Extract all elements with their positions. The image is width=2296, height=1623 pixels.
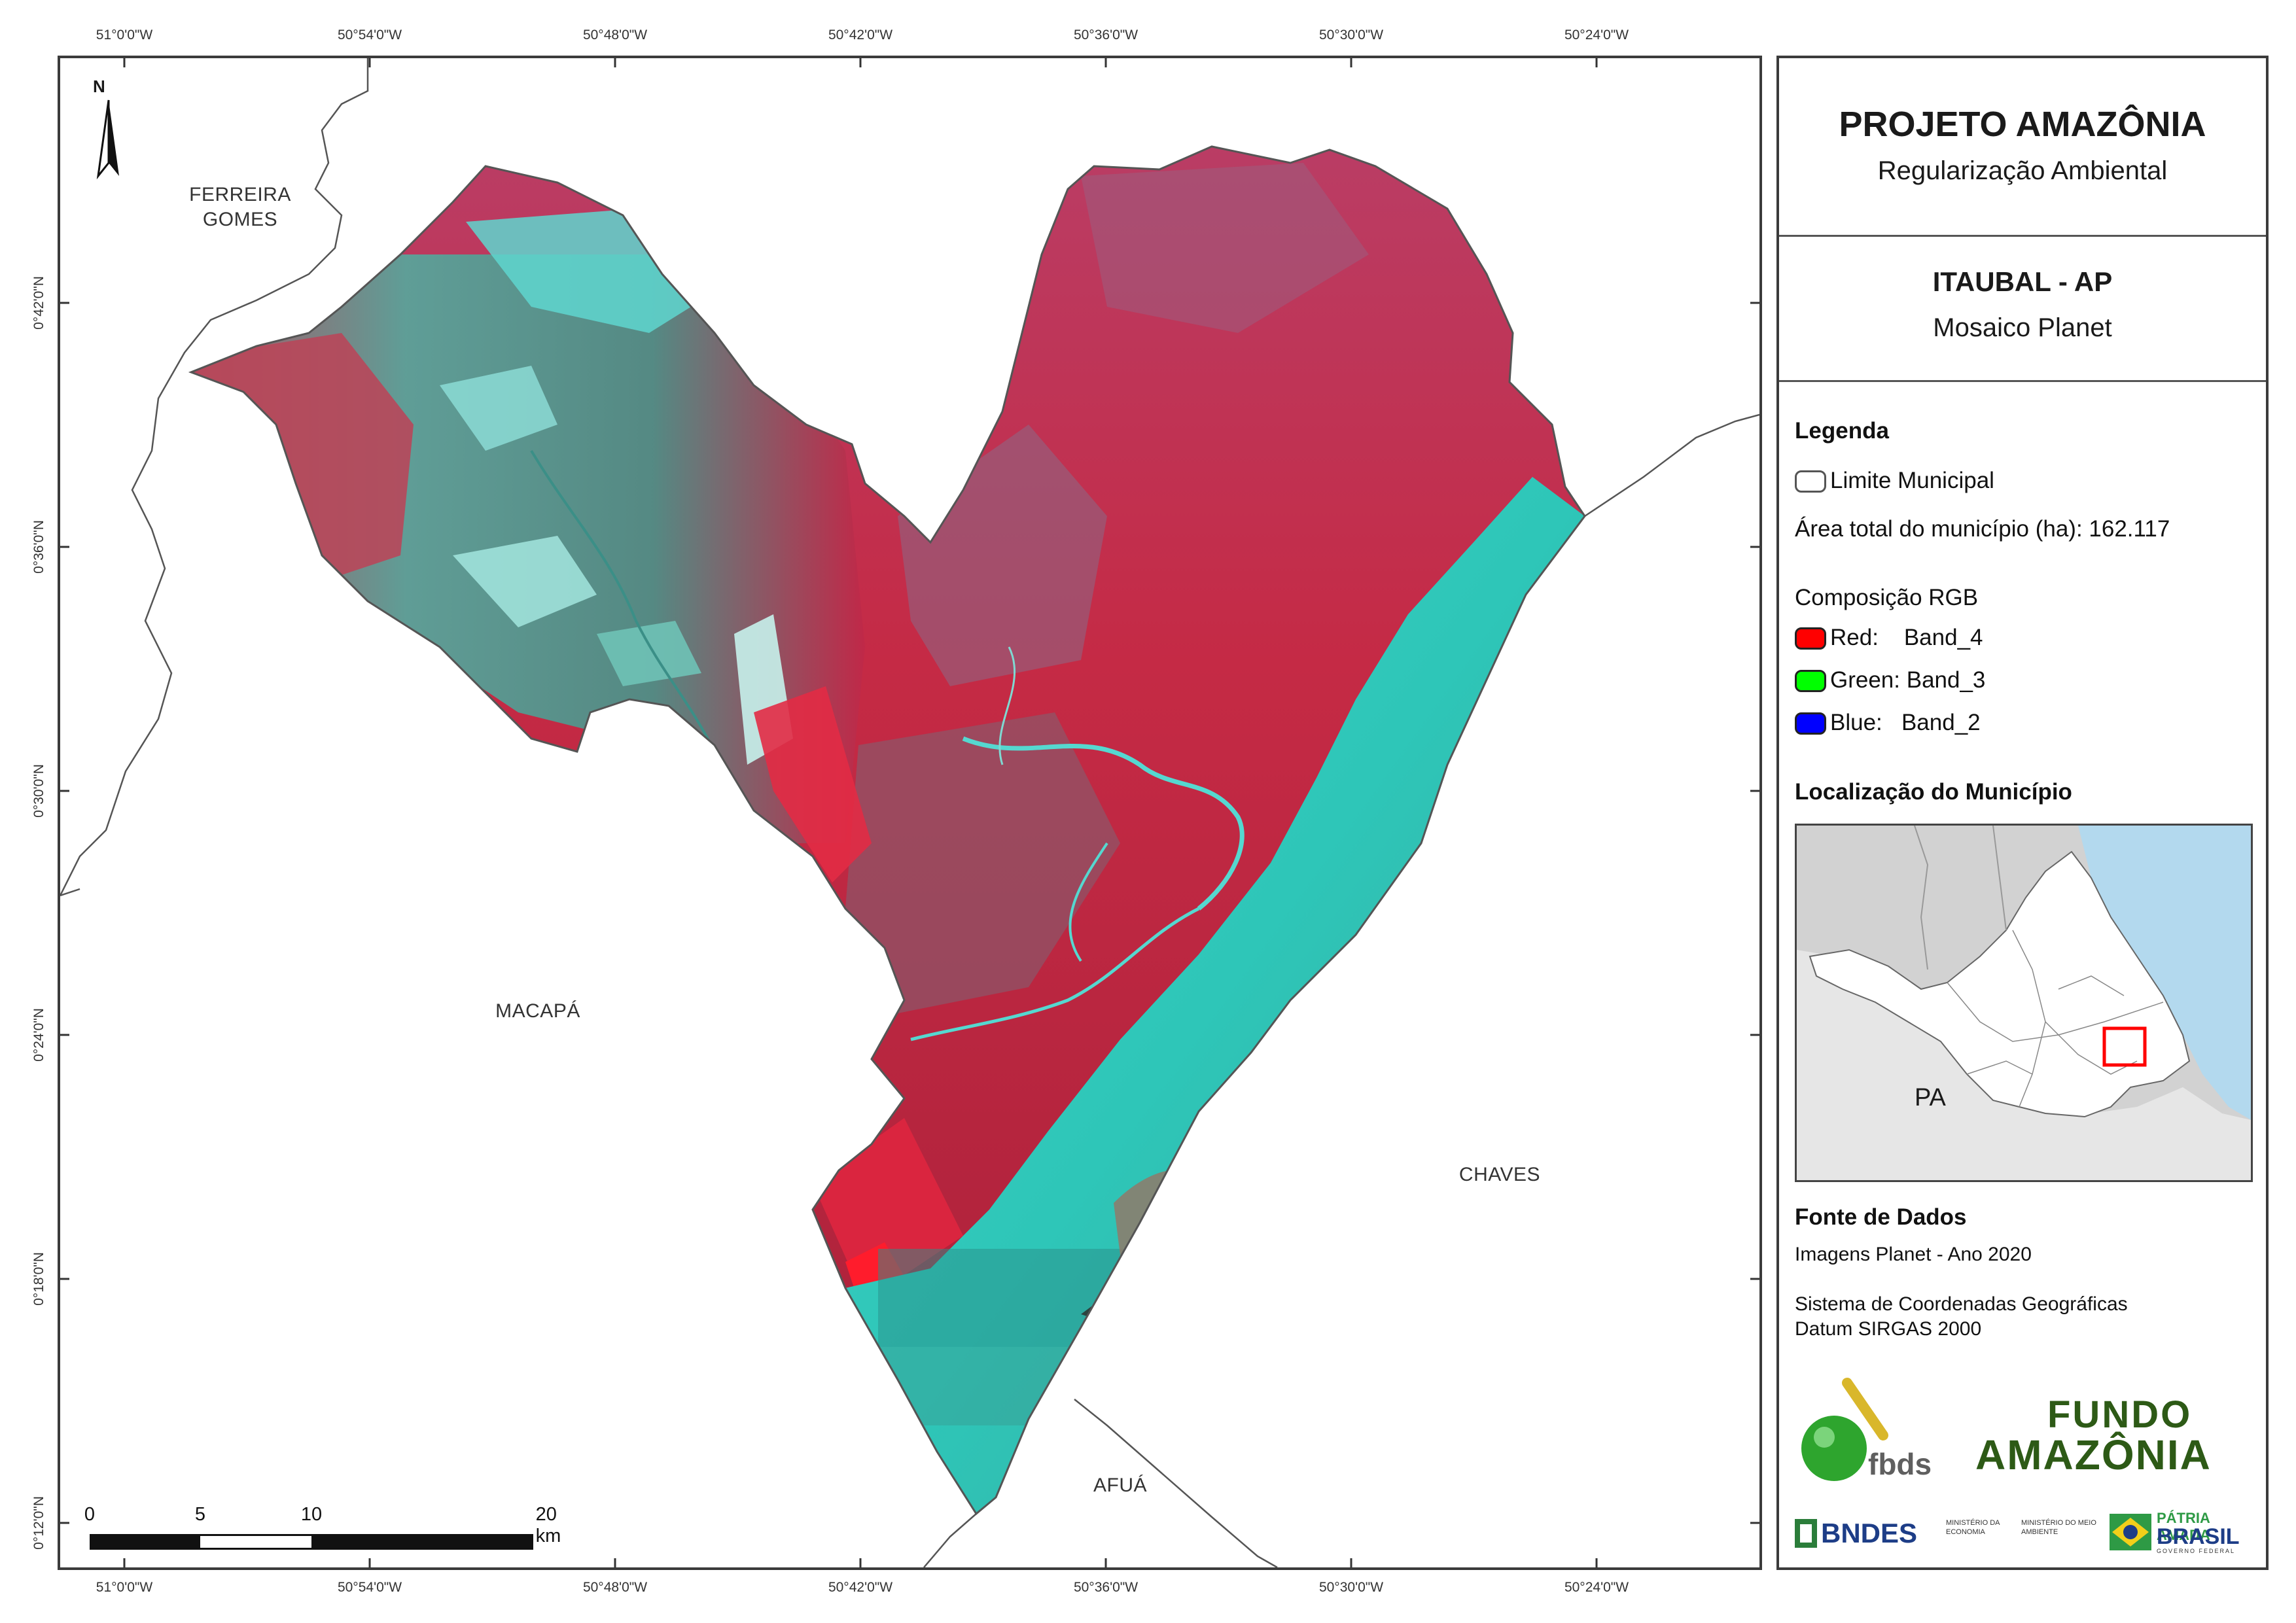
north-label: N bbox=[93, 77, 105, 96]
inset-locator-map[interactable]: PA bbox=[1795, 824, 2253, 1182]
coord-bottom-label: 50°48'0"W bbox=[582, 1580, 648, 1595]
place-label-macapa: MACAPÁ bbox=[495, 1000, 580, 1022]
municipal-limit-swatch bbox=[1795, 470, 1826, 493]
project-subtitle: Regularização Ambiental bbox=[1877, 156, 2168, 185]
patria-line1: PÁTRIA AMADA bbox=[2157, 1510, 2210, 1543]
green-band-swatch bbox=[1795, 670, 1826, 692]
municipal-boundaries bbox=[60, 58, 1759, 1567]
project-title: PROJETO AMAZÔNIA bbox=[1839, 105, 2206, 144]
coord-left-label: 0°18'0"N bbox=[31, 1252, 46, 1306]
legend-limit-label: Limite Municipal bbox=[1830, 468, 1994, 493]
coord-left-label: 0°24'0"N bbox=[31, 1008, 46, 1062]
info-panel: PROJETO AMAZÔNIA Regularização Ambiental… bbox=[1776, 56, 2269, 1570]
coord-top-label: 50°42'0"W bbox=[828, 27, 893, 43]
fbds-logo-text: fbds bbox=[1868, 1447, 1932, 1481]
coord-left-label: 0°12'0"N bbox=[31, 1496, 46, 1550]
place-label-chaves: CHAVES bbox=[1458, 1164, 1541, 1185]
sources-heading: Fonte de Dados bbox=[1795, 1204, 1967, 1230]
fundo-logo-line1: FUNDO bbox=[2047, 1393, 2193, 1436]
coord-left-label: 0°30'0"N bbox=[31, 764, 46, 818]
inset-map-graphic bbox=[1797, 826, 2251, 1180]
blue-band-swatch bbox=[1795, 712, 1826, 735]
patria-line3: GOVERNO FEDERAL bbox=[2157, 1548, 2236, 1554]
red-band-label: Red: Band_4 bbox=[1830, 625, 1983, 650]
bndes-logo: BNDES bbox=[1795, 1514, 1917, 1553]
scale-label: 5 bbox=[194, 1504, 206, 1525]
legend-heading: Legenda bbox=[1795, 418, 1889, 444]
location-heading: Localização do Município bbox=[1795, 779, 2072, 805]
coord-left-label: 0°42'0"N bbox=[31, 276, 46, 330]
divider bbox=[1779, 380, 2266, 382]
crs-text-line2: Datum SIRGAS 2000 bbox=[1795, 1318, 1982, 1340]
red-band-swatch bbox=[1795, 627, 1826, 650]
itaubal-imagery bbox=[191, 147, 1585, 1514]
bndes-logo-text: BNDES bbox=[1821, 1518, 1918, 1548]
amapa-state-shape bbox=[1809, 850, 2191, 1118]
graticule-ticks bbox=[60, 58, 1759, 1567]
coord-bottom-label: 50°24'0"W bbox=[1564, 1580, 1629, 1595]
coord-top-label: 50°36'0"W bbox=[1073, 27, 1139, 43]
ministry-economia-text: MINISTÉRIO DA ECONOMIA bbox=[1946, 1519, 2000, 1536]
coord-top-label: 50°24'0"W bbox=[1564, 27, 1629, 43]
coord-top-label: 50°54'0"W bbox=[337, 27, 402, 43]
coord-bottom-label: 51°0'0"W bbox=[96, 1580, 153, 1595]
map-frame[interactable]: N FERREIRA GOMES MACAPÁ CHAVES AFUÁ 0 5 … bbox=[58, 56, 1762, 1570]
coord-bottom-label: 50°42'0"W bbox=[828, 1580, 893, 1595]
place-label-ferreira-gomes: FERREIRA GOMES bbox=[189, 184, 291, 230]
itaubal-boundary bbox=[188, 145, 1586, 1516]
scale-bar-track bbox=[90, 1534, 533, 1550]
ministry-environment-text: MINISTÉRIO DO MEIO AMBIENTE bbox=[2021, 1519, 2096, 1536]
coord-bottom-label: 50°54'0"W bbox=[337, 1580, 402, 1595]
scale-bar: 0 5 10 20 km bbox=[84, 1504, 561, 1556]
fundo-amazonia-logo: FUNDO AMAZÔNIA bbox=[1975, 1393, 2250, 1484]
green-band-label: Green: Band_3 bbox=[1830, 667, 1986, 693]
place-label-afua: AFUÁ bbox=[1093, 1475, 1147, 1496]
fundo-logo-line2: AMAZÔNIA bbox=[1975, 1431, 2212, 1478]
patria-amada-brasil-logo: PÁTRIA AMADA BRASIL GOVERNO FEDERAL bbox=[2110, 1507, 2260, 1556]
municipality-name: ITAUBAL - AP bbox=[1932, 266, 2113, 297]
satellite-map[interactable] bbox=[60, 58, 1759, 1567]
divider bbox=[1779, 235, 2266, 237]
mosaic-label: Mosaico Planet bbox=[1933, 313, 2112, 342]
coord-bottom-label: 50°30'0"W bbox=[1318, 1580, 1384, 1595]
scale-label: 20 km bbox=[535, 1504, 561, 1546]
scale-label: 10 bbox=[300, 1504, 323, 1525]
coord-left-label: 0°36'0"N bbox=[31, 520, 46, 574]
patria-line2: BRASIL bbox=[2157, 1524, 2240, 1549]
north-arrow-icon bbox=[96, 99, 119, 180]
rgb-heading: Composição RGB bbox=[1795, 585, 1979, 610]
coord-top-label: 50°30'0"W bbox=[1318, 27, 1384, 43]
blue-band-label: Blue: Band_2 bbox=[1830, 710, 1981, 735]
coord-bottom-label: 50°36'0"W bbox=[1073, 1580, 1139, 1595]
inset-state-label: PA bbox=[1915, 1084, 1946, 1111]
legend-area-label: Área total do município (ha): 162.117 bbox=[1795, 516, 2170, 542]
source-images-text: Imagens Planet - Ano 2020 bbox=[1795, 1244, 2032, 1265]
inset-highlight-box bbox=[2102, 1026, 2147, 1067]
coord-top-label: 51°0'0"W bbox=[96, 27, 153, 43]
coord-top-label: 50°48'0"W bbox=[582, 27, 648, 43]
scale-bar-segment bbox=[200, 1536, 311, 1548]
scale-label: 0 bbox=[84, 1504, 96, 1525]
fbds-logo: fbds bbox=[1795, 1373, 1952, 1484]
crs-text-line1: Sistema de Coordenadas Geográficas bbox=[1795, 1293, 2128, 1315]
